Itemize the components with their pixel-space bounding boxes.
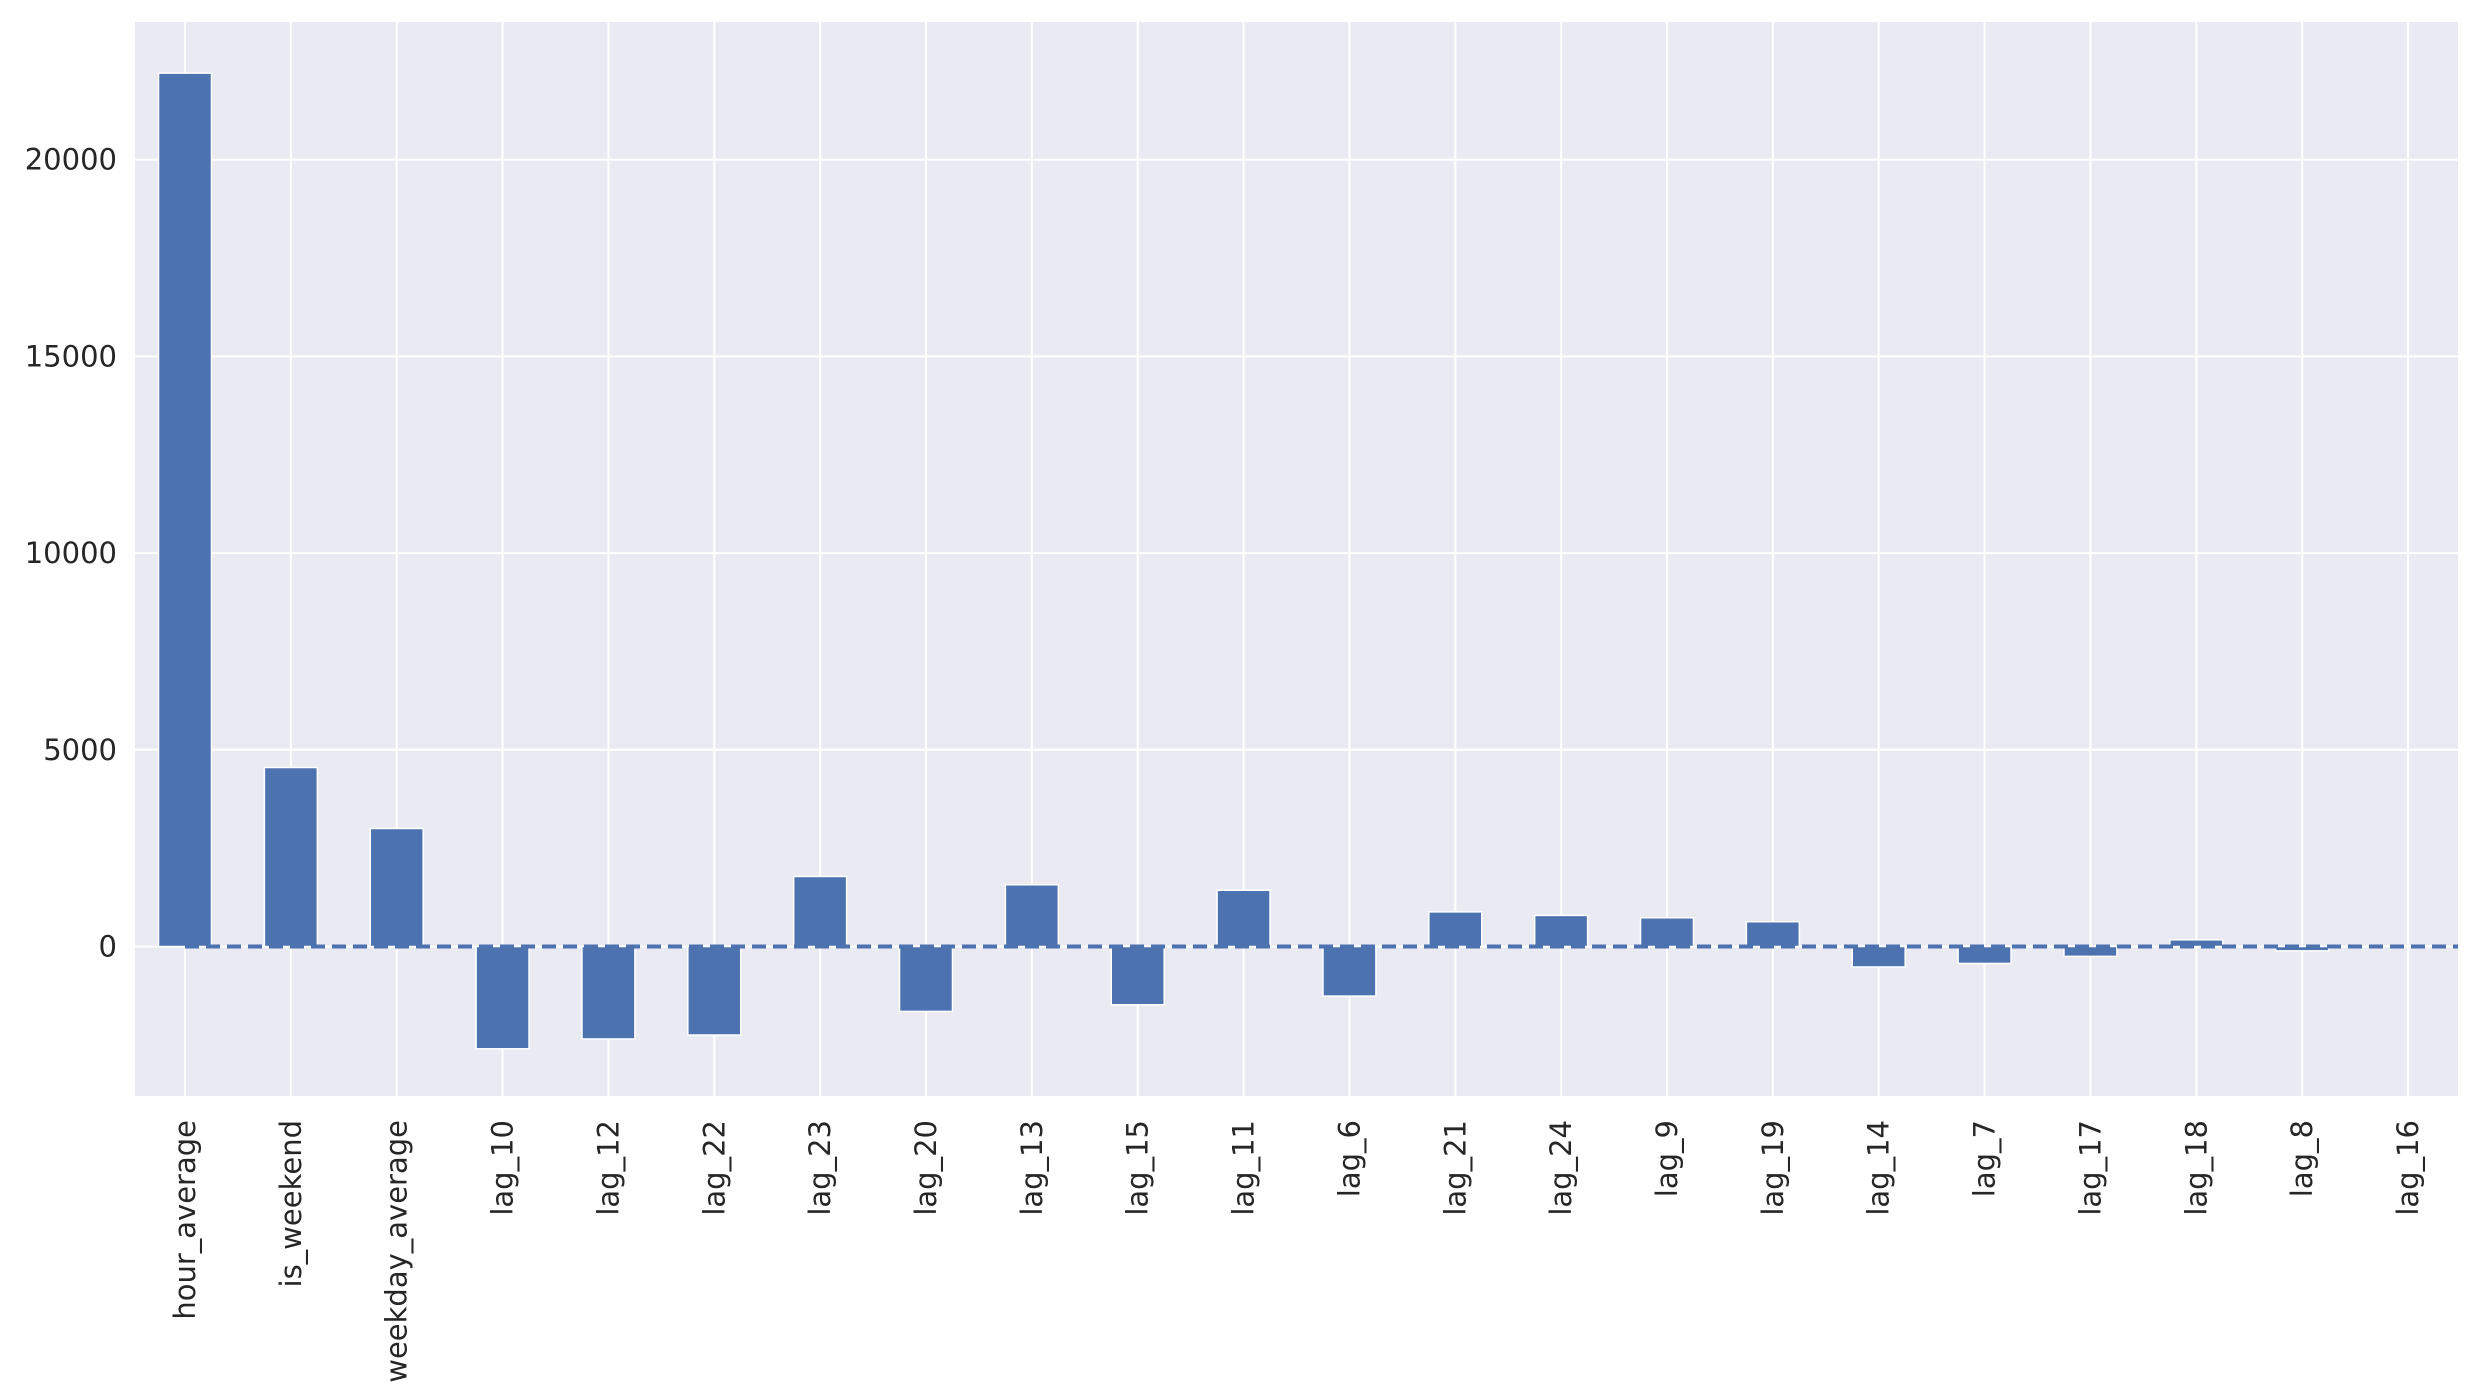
bar-lag-23: [792, 875, 848, 948]
bar-lag-15: [1110, 945, 1165, 1006]
y-axis-ticks: 0 5000 10000 15000 20000: [25, 143, 117, 964]
x-tick-label: lag_18: [2179, 1120, 2213, 1216]
bar-lag-8: [2274, 945, 2330, 952]
bar-lag-14: [1851, 945, 1906, 968]
x-tick-label: lag_11: [1227, 1120, 1261, 1216]
bar-lag-10: [475, 945, 530, 1050]
x-axis-ticks: hour_average is_weekend weekday_average lag…: [168, 1120, 2425, 1383]
bar-lag-12: [581, 945, 636, 1040]
bar-lag-9: [1639, 917, 1695, 948]
x-tick-label: lag_15: [1121, 1120, 1155, 1216]
x-tick-label: is_weekend: [274, 1120, 308, 1287]
x-tick-label: lag_20: [909, 1120, 943, 1216]
bar-lag-7: [1957, 945, 2012, 965]
x-tick-label: hour_average: [168, 1120, 202, 1320]
bar-lag-17: [2063, 945, 2118, 958]
x-tick-label: lag_24: [1544, 1120, 1578, 1216]
x-tick-label: lag_7: [1968, 1120, 2002, 1197]
y-tick-label: 0: [99, 930, 117, 964]
bar-lag-22: [687, 945, 742, 1036]
x-tick-label: lag_23: [803, 1120, 837, 1216]
x-tick-label: lag_10: [486, 1120, 520, 1216]
bar-lag-19: [1745, 920, 1801, 948]
bar-lag-20: [898, 945, 954, 1013]
plot-background: [135, 22, 2458, 1096]
x-tick-label: lag_13: [1015, 1120, 1049, 1216]
bar-lag-21: [1428, 911, 1483, 948]
y-tick-label: 5000: [43, 733, 117, 767]
x-tick-label: lag_6: [1332, 1120, 1366, 1197]
bar-lag-11: [1216, 889, 1271, 948]
y-tick-label: 20000: [25, 143, 117, 177]
y-tick-label: 15000: [25, 339, 117, 373]
x-tick-label: lag_21: [1438, 1120, 1472, 1216]
x-tick-label: lag_9: [1650, 1120, 1684, 1197]
x-tick-label: lag_19: [1756, 1120, 1790, 1216]
bar-is-weekend: [263, 766, 319, 948]
x-tick-label: lag_16: [2391, 1120, 2425, 1216]
x-tick-label: lag_12: [591, 1120, 625, 1216]
bar-lag-13: [1004, 883, 1060, 948]
x-tick-label: weekday_average: [380, 1120, 414, 1383]
bar-lag-16: [2380, 944, 2436, 948]
bar-lag-6: [1322, 945, 1377, 997]
y-tick-label: 10000: [25, 536, 117, 570]
bar-hour-average: [157, 72, 213, 948]
x-tick-label: lag_8: [2285, 1120, 2319, 1197]
x-tick-label: lag_17: [2073, 1120, 2107, 1216]
bar-weekday-average: [369, 827, 424, 948]
bar-lag-24: [1533, 914, 1589, 948]
x-tick-label: lag_22: [697, 1120, 731, 1216]
x-tick-label: lag_14: [1862, 1120, 1896, 1216]
bars: [157, 72, 2436, 1050]
bar-lag-18: [2169, 939, 2224, 948]
